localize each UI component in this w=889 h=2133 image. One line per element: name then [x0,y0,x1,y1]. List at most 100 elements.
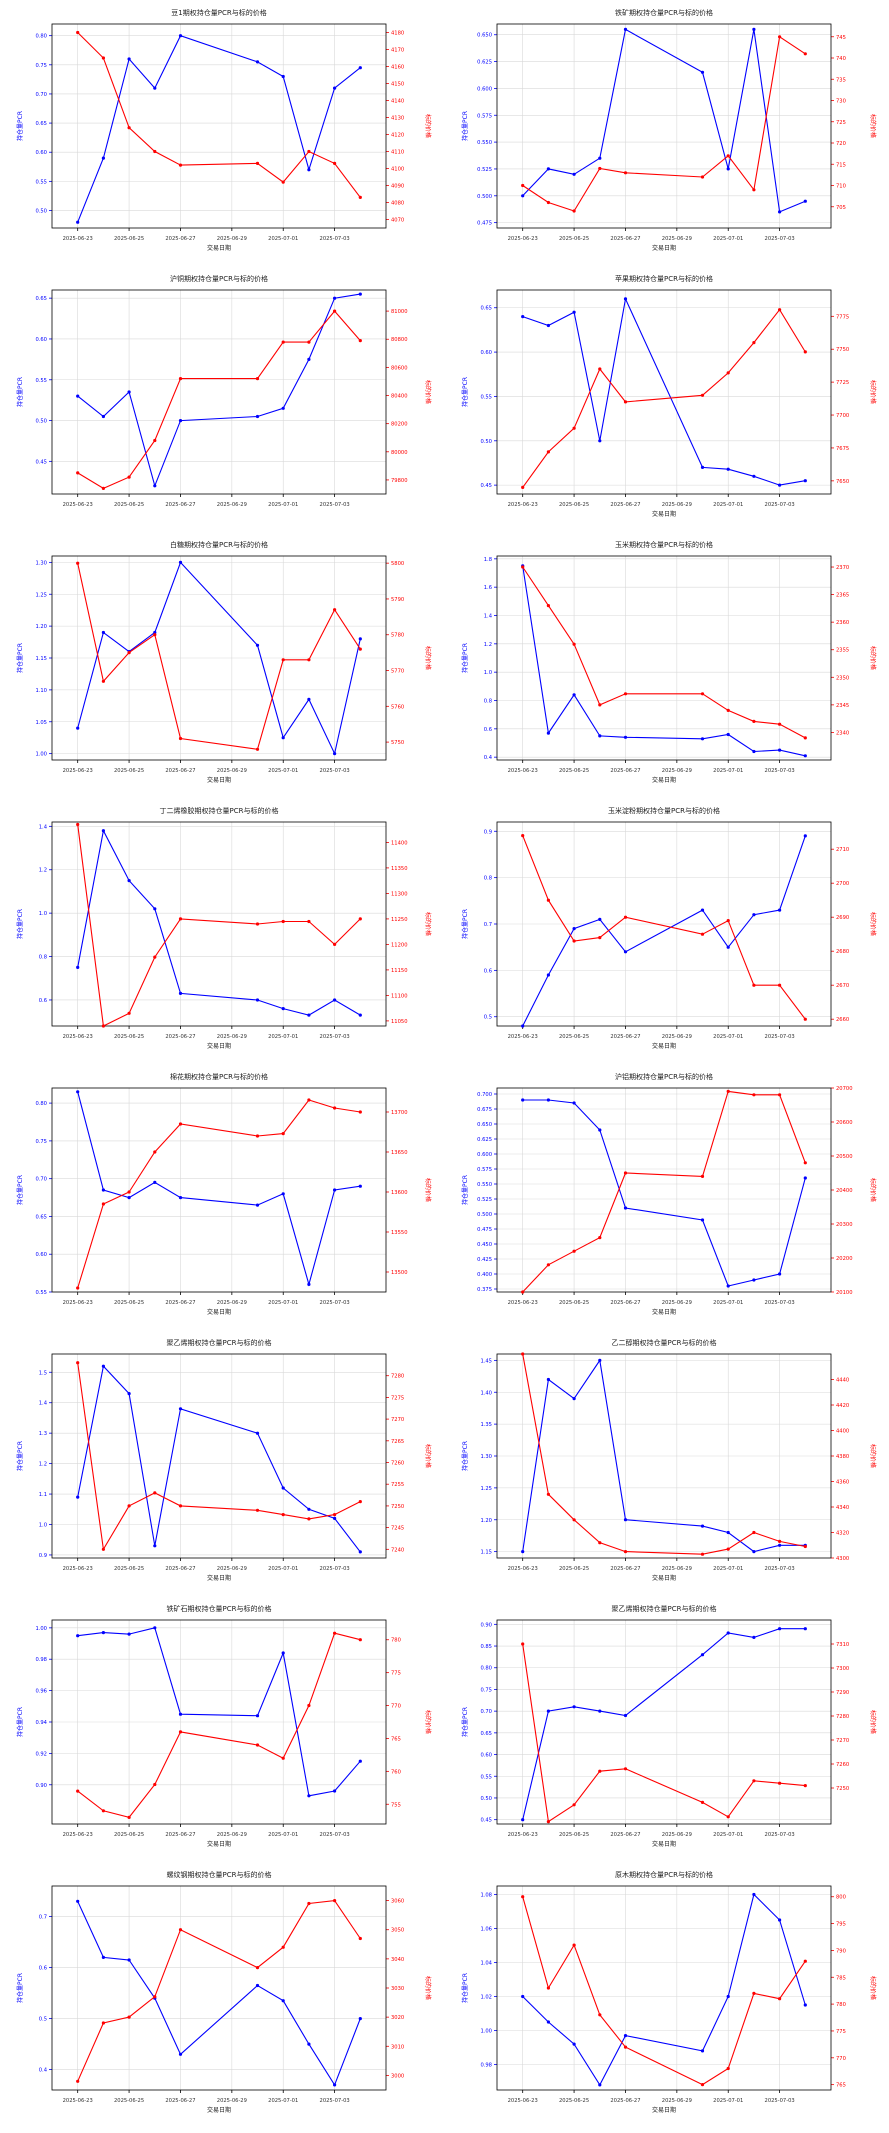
left-y-axis-label: 持仓量PCR [16,909,24,939]
x-tick-label: 2025-06-27 [165,1034,195,1040]
left-y-tick-label: 0.8 [484,699,492,705]
pcr-data-point [803,479,807,483]
x-tick-label: 2025-06-27 [610,1566,640,1572]
left-y-tick-label: 0.575 [477,113,492,119]
x-tick-label: 2025-06-27 [165,502,195,508]
price-data-point [700,1800,705,1804]
left-y-tick-label: 1.15 [480,1550,492,1556]
chart-panel: 2025-06-23 2025-06-25 2025-06-27 2025-06-29… [0,266,444,532]
left-y-tick-label: 1.00 [480,2029,492,2035]
price-data-point [623,915,628,919]
right-y-tick-label: 4180 [391,31,404,37]
right-y-tick-label: 4340 [836,1505,849,1511]
pcr-data-point [803,834,807,838]
left-y-axis-label: 持仓量PCR [16,377,24,407]
pcr-data-point [546,2020,550,2024]
pcr-data-point [700,465,705,469]
x-tick-label: 2025-06-23 [63,1300,93,1306]
price-data-point [598,2013,602,2017]
plot-frame [51,1087,387,1293]
pcr-data-point [127,1196,131,1200]
pcr-data-point [623,1518,628,1522]
left-y-tick-label: 0.98 [480,2063,492,2069]
price-data-point [572,1249,576,1253]
pcr-data-point [598,156,602,160]
right-y-tick-label: 11250 [391,917,408,923]
price-data-point [700,932,705,936]
pcr-data-point [178,419,183,423]
pcr-data-point [572,172,576,176]
price-data-point [521,1895,525,1899]
x-tick-label: 2025-06-25 [559,1566,589,1572]
right-y-tick-label: 765 [836,2083,846,2089]
price-data-point [358,195,362,199]
pcr-data-point [752,1278,756,1282]
pcr-data-point [521,1818,525,1822]
price-data-point [700,1552,705,1556]
price-data-point [572,642,576,646]
right-y-tick-label: 13550 [391,1230,408,1236]
pcr-data-point [572,2042,576,2046]
right-y-tick-label: 4070 [391,218,404,224]
x-tick-label: 2025-06-25 [559,1034,589,1040]
right-y-tick-label: 4170 [391,48,404,54]
right-y-tick-label: 20200 [836,1256,853,1262]
pcr-data-point [153,907,157,911]
price-data-point [333,1106,337,1110]
pcr-data-point [255,643,260,647]
left-y-tick-label: 0.6 [484,968,492,974]
left-y-tick-label: 0.65 [35,296,47,302]
left-y-axis-label: 持仓量PCR [16,1707,24,1737]
left-y-tick-label: 0.75 [35,63,47,69]
x-tick-label: 2025-07-01 [713,1300,743,1306]
pcr-series-line [522,1628,806,1820]
price-data-point [778,983,782,987]
left-y-tick-label: 1.10 [35,688,47,694]
x-tick-label: 2025-07-01 [713,1832,743,1838]
pcr-data-point [76,220,80,224]
x-tick-label: 2025-07-03 [320,768,350,774]
pcr-data-point [281,1007,285,1011]
pcr-data-point [700,2049,705,2053]
price-data-point [307,1703,311,1708]
pcr-data-point [127,1392,131,1396]
chart-panel: 2025-06-23 2025-06-25 2025-06-27 2025-06-29… [445,266,889,532]
price-data-point [752,1991,756,1995]
left-y-tick-label: 0.60 [35,1252,47,1258]
price-data-point [101,56,105,60]
x-tick-label: 2025-07-01 [268,2098,298,2104]
chart-svg: 2025-06-23 2025-06-25 2025-06-27 2025-06-29… [461,1338,877,1582]
right-y-tick-label: 715 [836,162,846,168]
left-y-axis-label: 持仓量PCR [461,1441,469,1471]
pcr-data-point [333,2083,337,2087]
left-y-tick-label: 0.625 [477,60,492,66]
right-y-tick-label: 4110 [391,150,404,156]
right-y-tick-label: 11200 [391,942,408,948]
left-y-tick-label: 1.00 [35,1626,47,1632]
pcr-data-point [281,1486,285,1490]
left-y-tick-label: 0.450 [477,1242,492,1248]
right-y-tick-label: 4140 [391,99,404,105]
price-data-point [598,1541,602,1545]
x-tick-label: 2025-06-23 [508,1034,538,1040]
right-y-tick-label: 7700 [836,413,849,419]
right-y-tick-label: 765 [391,1736,401,1742]
left-y-tick-label: 1.20 [35,624,47,630]
x-tick-label: 2025-07-03 [765,502,795,508]
pcr-data-point [178,2052,183,2056]
left-y-tick-label: 0.475 [477,221,492,227]
chart-svg: 2025-06-23 2025-06-25 2025-06-27 2025-06-29… [16,1072,432,1316]
price-data-point [153,1150,157,1154]
x-tick-label: 2025-06-23 [508,1566,538,1572]
price-data-point [803,1017,807,1021]
right-y-tick-label: 80000 [391,450,408,456]
right-y-axis-label: 标的价格 [424,380,432,404]
price-data-point [546,1820,550,1824]
x-tick-label: 2025-07-01 [268,1034,298,1040]
x-axis-label: 交易日期 [652,776,676,784]
pcr-data-point [358,2017,362,2021]
x-tick-label: 2025-06-25 [114,502,144,508]
pcr-data-point [127,1632,131,1636]
pcr-data-point [358,1759,362,1763]
left-y-tick-label: 0.80 [35,34,47,40]
